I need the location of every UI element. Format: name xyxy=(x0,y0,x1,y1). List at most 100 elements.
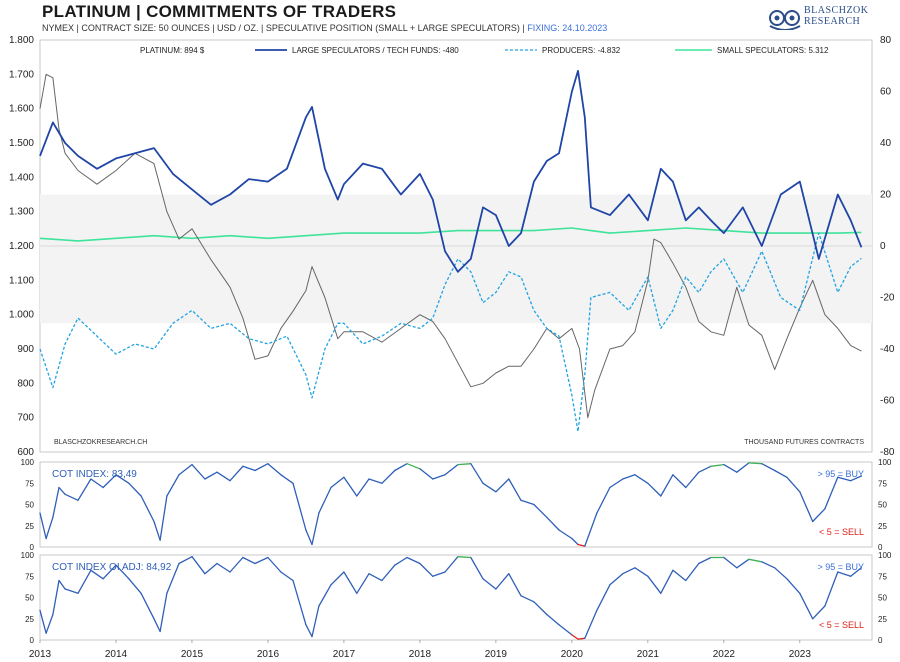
index-segment xyxy=(596,486,611,514)
index-segment xyxy=(698,556,712,565)
index-segment xyxy=(356,573,370,594)
sell-label-2: < 5 = SELL xyxy=(819,620,864,630)
index-segment xyxy=(280,571,294,582)
index-segment xyxy=(381,564,396,582)
fixing-date: FIXING: 24.10.2023 xyxy=(527,23,608,33)
index-right-tick: 75 xyxy=(878,479,887,488)
index-right-tick: 0 xyxy=(878,636,883,645)
index-right-tick: 100 xyxy=(878,458,892,467)
owl-logo-icon xyxy=(769,10,801,30)
index-segment xyxy=(533,503,548,518)
index-segment xyxy=(115,564,130,580)
index-segment xyxy=(634,567,649,577)
index-segment xyxy=(318,486,332,514)
legend-label-platinum: PLATINUM: 894 $ xyxy=(140,46,205,55)
index-segment xyxy=(394,556,408,566)
index-segment xyxy=(166,562,180,594)
right-tick-label: 40 xyxy=(880,138,892,149)
index-segment xyxy=(723,556,738,569)
index-segment xyxy=(292,482,307,531)
left-tick-label: 1.000 xyxy=(9,310,34,321)
index-segment xyxy=(546,516,560,531)
index-segment xyxy=(457,556,472,559)
index-segment xyxy=(520,595,535,603)
index-segment xyxy=(77,478,92,501)
index-segment xyxy=(52,579,60,616)
index-segment xyxy=(799,592,814,620)
index-right-tick: 75 xyxy=(878,572,887,581)
index-segment xyxy=(39,609,47,634)
index-segment xyxy=(64,588,79,594)
unit-label: THOUSAND FUTURES CONTRACTS xyxy=(744,439,864,446)
index-right-tick: 50 xyxy=(878,594,887,603)
index-segment xyxy=(406,556,421,565)
index-segment xyxy=(39,512,47,540)
index-segment xyxy=(191,463,206,480)
index-segment xyxy=(178,463,193,476)
index-segment xyxy=(128,578,142,594)
index-segment xyxy=(58,486,66,495)
right-tick-label: -60 xyxy=(880,396,895,407)
index-segment xyxy=(267,463,282,476)
index-segment xyxy=(710,463,725,467)
index-segment xyxy=(748,462,763,465)
index-segment xyxy=(419,468,434,480)
left-tick-label: 1.200 xyxy=(9,241,34,252)
index-segment xyxy=(799,491,814,523)
index-segment xyxy=(311,512,320,546)
left-tick-label: 1.800 xyxy=(9,35,34,46)
index-segment xyxy=(254,463,269,472)
index-segment xyxy=(824,476,839,510)
index-segment xyxy=(292,579,307,626)
index-segment xyxy=(685,471,700,489)
panel-frame-2 xyxy=(39,461,873,548)
index-segment xyxy=(761,561,776,569)
index-segment xyxy=(216,471,231,482)
index-segment xyxy=(140,592,155,620)
left-tick-label: 600 xyxy=(17,447,34,458)
index-segment xyxy=(432,571,446,577)
index-segment xyxy=(216,562,231,573)
source-label: BLASCHZOKRESEARCH.CH xyxy=(54,439,147,446)
index-segment xyxy=(774,567,788,580)
index-segment xyxy=(837,476,852,482)
buy-label-1: > 95 = BUY xyxy=(817,469,864,479)
left-tick-label: 700 xyxy=(17,413,34,424)
index-segment xyxy=(824,571,839,607)
index-segment xyxy=(153,618,161,633)
index-right-tick: 25 xyxy=(878,522,887,531)
index-segment xyxy=(470,556,484,580)
index-segment xyxy=(229,556,244,573)
index-segment xyxy=(102,474,117,489)
series-line-producers xyxy=(39,232,862,433)
index-segment xyxy=(647,575,662,594)
index-segment xyxy=(381,469,396,484)
x-tick-label: 2016 xyxy=(257,649,280,660)
logo-line2: RESEARCH xyxy=(804,16,861,27)
x-tick-label: 2018 xyxy=(409,649,432,660)
index-segment xyxy=(305,529,313,546)
index-segment xyxy=(850,475,863,482)
logo-line1: BLASCHZOK xyxy=(804,5,869,16)
index-segment xyxy=(571,634,579,640)
index-segment xyxy=(330,476,345,489)
index-segment xyxy=(102,564,117,580)
index-segment xyxy=(128,482,142,497)
index-segment xyxy=(672,569,687,582)
index-segment xyxy=(267,556,282,573)
legend-label-small: SMALL SPECULATORS: 5.312 xyxy=(717,46,829,55)
index-segment xyxy=(577,543,586,547)
left-tick-label: 1.100 xyxy=(9,275,34,286)
index-left-tick: 75 xyxy=(25,572,34,581)
index-segment xyxy=(736,558,750,569)
index-segment xyxy=(343,476,358,497)
right-tick-label: -40 xyxy=(880,344,895,355)
index-segment xyxy=(52,486,60,518)
right-tick-label: -80 xyxy=(880,447,895,458)
subtitle-text: NYMEX | CONTRACT SIZE: 50 OUNCES | USD /… xyxy=(42,23,525,33)
index-segment xyxy=(672,474,687,489)
index-segment xyxy=(609,573,624,586)
index-segment xyxy=(90,569,104,580)
index-segment xyxy=(242,465,256,472)
